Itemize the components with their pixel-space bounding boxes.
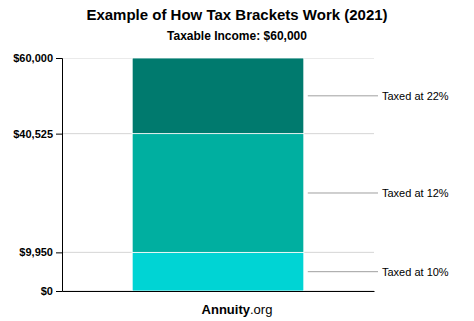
y-tick: $60,000 [13,52,62,64]
x-axis-line [63,291,375,292]
title: Example of How Tax Brackets Work (2021) [86,6,387,23]
plot: Taxed at 10% Taxed at 12% Taxed at 22% $0 $9… [13,52,449,297]
leader-line [308,95,378,96]
marks [62,58,374,291]
x-axis [63,291,375,293]
y-tick-label: $9,950 [19,246,53,258]
chart: Example of How Tax Brackets Work (2021) T… [0,0,474,321]
footer-part: .org [250,302,272,317]
y-tick-mark [56,252,62,253]
footer-part: Annuity [202,302,251,317]
footer: Annuity.org [202,302,273,317]
segment-label: Taxed at 10% [382,266,449,278]
y-tick: $0 [41,285,62,297]
y-tick-mark [56,58,62,59]
bar-segment [132,252,304,291]
y-axis: $0 $9,950 $40,525 $60,000 [13,52,62,297]
y-tick-label: $0 [41,285,53,297]
segment-label: Taxed at 22% [382,90,449,102]
y-axis-line [56,59,63,292]
y-tick: $40,525 [13,128,62,140]
subtitle: Taxable Income: $60,000 [167,29,307,43]
bar-segment [132,58,304,134]
y-tick: $9,950 [19,246,62,258]
bar-segment [132,134,304,253]
y-tick-label: $40,525 [13,128,53,140]
leader-line [308,192,378,193]
segment-label: Taxed at 12% [382,187,449,199]
y-tick-label: $60,000 [13,52,53,64]
leader-line [308,271,378,272]
y-tick-mark [56,291,62,292]
y-tick-mark [56,134,62,135]
